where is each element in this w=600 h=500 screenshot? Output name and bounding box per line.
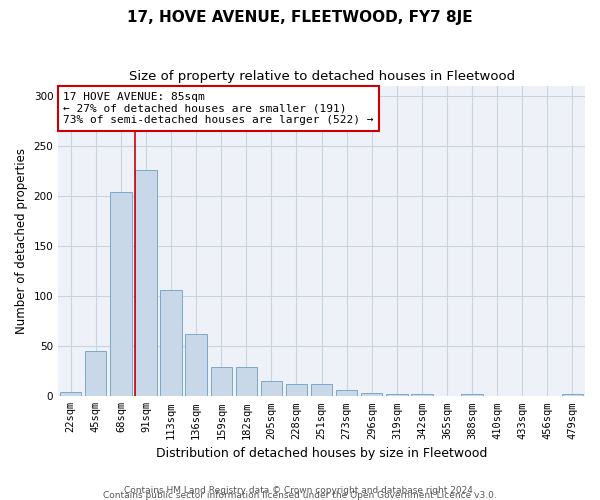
Bar: [461, 394, 483, 396]
Bar: [185, 334, 207, 396]
Bar: [386, 394, 407, 396]
Bar: [261, 382, 282, 396]
Bar: [85, 351, 106, 397]
Bar: [236, 367, 257, 396]
Bar: [286, 384, 307, 396]
Bar: [562, 394, 583, 396]
Bar: [110, 192, 131, 396]
Bar: [60, 392, 82, 396]
Bar: [361, 394, 382, 396]
Bar: [311, 384, 332, 396]
Bar: [211, 367, 232, 396]
Title: Size of property relative to detached houses in Fleetwood: Size of property relative to detached ho…: [128, 70, 515, 83]
Bar: [160, 290, 182, 397]
X-axis label: Distribution of detached houses by size in Fleetwood: Distribution of detached houses by size …: [156, 447, 487, 460]
Text: Contains public sector information licensed under the Open Government Licence v3: Contains public sector information licen…: [103, 491, 497, 500]
Text: Contains HM Land Registry data © Crown copyright and database right 2024.: Contains HM Land Registry data © Crown c…: [124, 486, 476, 495]
Bar: [336, 390, 358, 396]
Text: 17, HOVE AVENUE, FLEETWOOD, FY7 8JE: 17, HOVE AVENUE, FLEETWOOD, FY7 8JE: [127, 10, 473, 25]
Text: 17 HOVE AVENUE: 85sqm
← 27% of detached houses are smaller (191)
73% of semi-det: 17 HOVE AVENUE: 85sqm ← 27% of detached …: [64, 92, 374, 125]
Bar: [411, 394, 433, 396]
Bar: [136, 170, 157, 396]
Y-axis label: Number of detached properties: Number of detached properties: [15, 148, 28, 334]
